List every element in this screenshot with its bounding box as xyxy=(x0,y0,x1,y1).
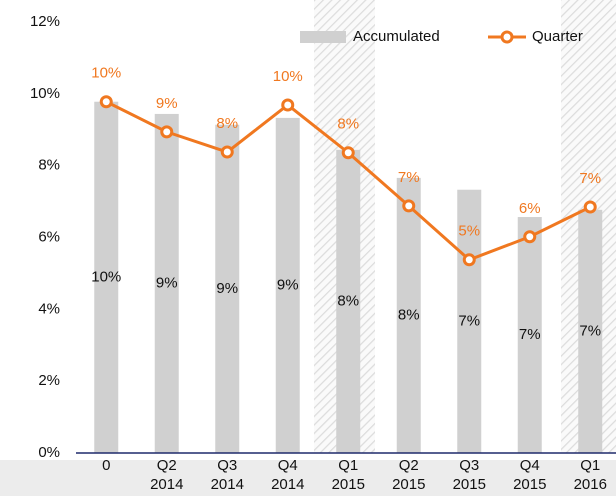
line-value-label: 8% xyxy=(216,115,238,132)
legend-swatch xyxy=(300,31,346,43)
line-value-label: 7% xyxy=(579,170,601,187)
x-tick-label: 0 xyxy=(102,457,110,474)
line-point xyxy=(523,230,537,244)
x-tick-label: Q1 2016 xyxy=(574,457,607,493)
line-value-label: 10% xyxy=(273,68,303,85)
bar xyxy=(275,117,300,454)
line-value-label: 10% xyxy=(91,65,121,82)
bar-value-label: 8% xyxy=(398,306,420,323)
bar-value-label: 9% xyxy=(216,280,238,297)
y-tick-label: 12% xyxy=(30,13,60,30)
x-tick-label: Q3 2014 xyxy=(211,457,244,493)
bar xyxy=(215,124,240,453)
line-point xyxy=(341,146,355,160)
legend-label: Quarter xyxy=(532,28,583,45)
bar xyxy=(396,177,421,453)
bar xyxy=(154,113,179,454)
footer-strip xyxy=(0,460,616,496)
y-tick-label: 2% xyxy=(38,372,60,389)
bar-value-label: 9% xyxy=(277,276,299,293)
bar-value-label: 7% xyxy=(458,312,480,329)
line-value-label: 8% xyxy=(337,116,359,133)
x-tick-label: Q3 2015 xyxy=(453,457,486,493)
legend-label: Accumulated xyxy=(353,28,440,45)
line-point xyxy=(281,98,295,112)
x-tick-label: Q4 2014 xyxy=(271,457,304,493)
bar-value-label: 8% xyxy=(337,292,359,309)
line-value-label: 6% xyxy=(519,200,541,217)
bar-value-label: 7% xyxy=(579,322,601,339)
bar xyxy=(336,149,361,453)
legend-swatch xyxy=(500,30,514,44)
bar xyxy=(517,217,542,453)
x-tick-label: Q2 2015 xyxy=(392,457,425,493)
bar-value-label: 10% xyxy=(91,268,121,285)
line-point xyxy=(462,253,476,267)
line-value-label: 9% xyxy=(156,95,178,112)
line-point xyxy=(160,125,174,139)
line-value-label: 5% xyxy=(458,223,480,240)
line-point xyxy=(220,145,234,159)
bar-value-label: 9% xyxy=(156,274,178,291)
line-value-label: 7% xyxy=(398,169,420,186)
x-tick-label: Q2 2014 xyxy=(150,457,183,493)
line-point xyxy=(402,199,416,213)
bar-value-label: 7% xyxy=(519,326,541,343)
y-tick-label: 4% xyxy=(38,300,60,317)
y-tick-label: 6% xyxy=(38,228,60,245)
x-tick-label: Q4 2015 xyxy=(513,457,546,493)
y-tick-label: 8% xyxy=(38,157,60,174)
bar xyxy=(457,189,482,453)
x-tick-label: Q1 2015 xyxy=(332,457,365,493)
bar xyxy=(578,209,603,453)
line-point xyxy=(583,200,597,214)
y-tick-label: 10% xyxy=(30,85,60,102)
line-point xyxy=(99,95,113,109)
bar xyxy=(94,101,119,454)
y-tick-label: 0% xyxy=(38,444,60,461)
